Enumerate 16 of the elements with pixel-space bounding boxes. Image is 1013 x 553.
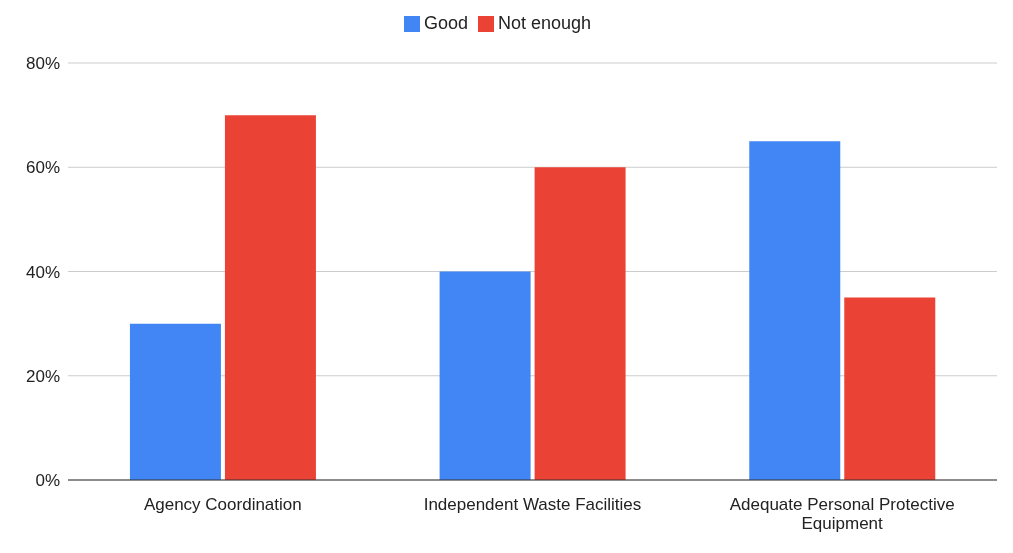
y-tick-label: 40%: [25, 262, 60, 282]
bar: [224, 115, 316, 480]
x-tick-label: Independent Waste Facilities: [423, 495, 642, 514]
bar: [439, 271, 531, 480]
legend-label: Not enough: [497, 13, 592, 33]
y-tick-label: 0%: [35, 471, 60, 491]
bar: [844, 297, 936, 480]
bar: [129, 323, 221, 480]
legend-label: Good: [423, 13, 468, 33]
bar: [534, 167, 626, 480]
y-tick-label: 20%: [25, 366, 60, 386]
y-tick-label: 60%: [25, 158, 60, 178]
x-tick-label: Agency Coordination: [143, 495, 302, 514]
x-tick-label: Adequate Personal Protective Equipment: [729, 495, 955, 533]
y-tick-label: 80%: [25, 54, 60, 74]
bar: [749, 141, 841, 480]
